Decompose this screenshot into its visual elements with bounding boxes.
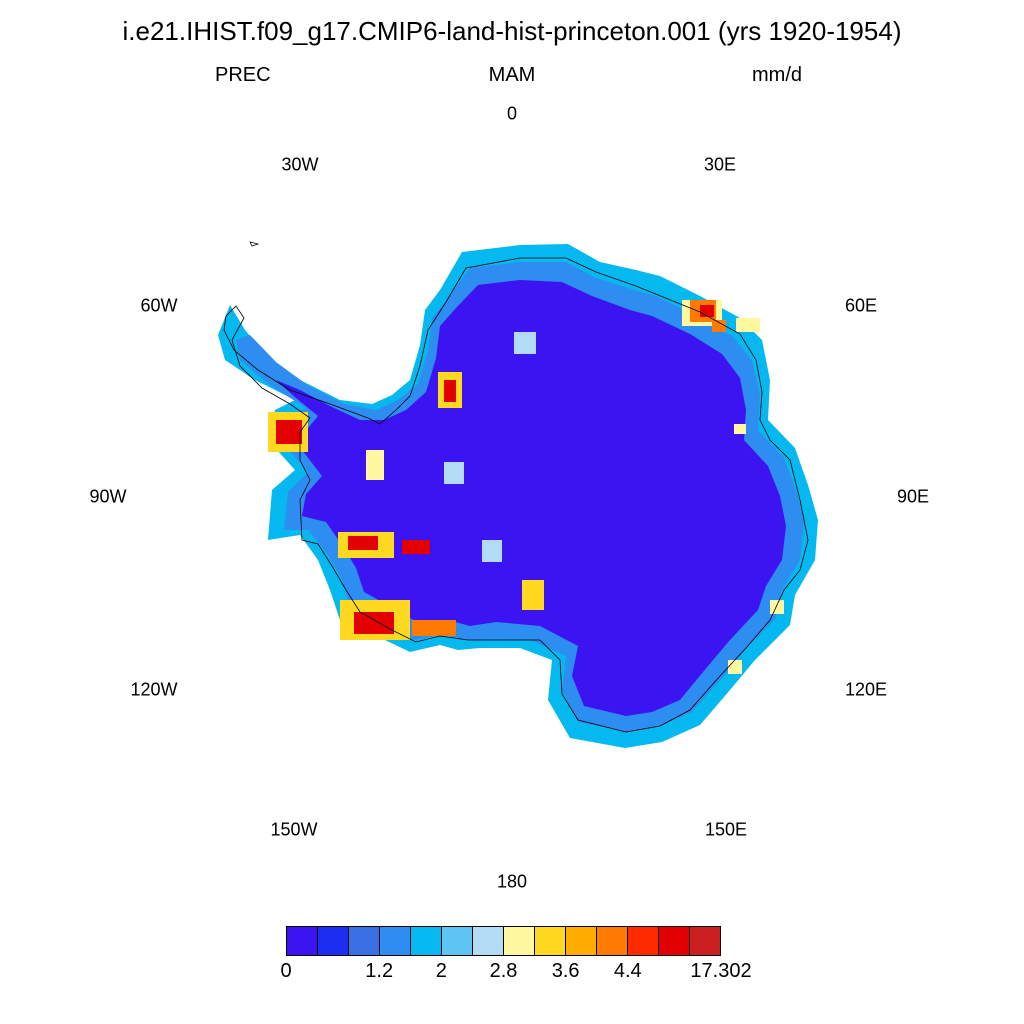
hotspot-light-center2 (482, 540, 502, 562)
lon-label-180: 180 (496, 871, 528, 892)
hotspot-orange-ross (412, 620, 456, 636)
hotspot-yellow-se2 (728, 660, 742, 674)
lon-label-60e: 60E (844, 295, 878, 316)
colorbar-tick-label: 1.2 (365, 960, 394, 982)
lon-label-30w: 30W (281, 154, 319, 175)
colorbar-swatch-9 (566, 927, 597, 955)
colorbar-tick-label: 0 (280, 960, 292, 982)
plot-title: i.e21.IHIST.f09_g17.CMIP6-land-hist-prin… (122, 16, 902, 46)
hotspot-red-sw2 (402, 540, 430, 554)
colorbar-swatch-0 (287, 927, 318, 955)
colorbar-swatch-4 (411, 927, 442, 955)
colorbar-tick-label: 17.302 (690, 960, 752, 982)
colorbar-swatch-12 (659, 927, 690, 955)
colorbar-swatch-11 (628, 927, 659, 955)
colorbar-tick-label: 3.6 (551, 960, 580, 982)
coastline-main (223, 257, 809, 733)
hotspot-yellow-se (770, 600, 784, 614)
lon-label-90e: 90E (896, 486, 930, 507)
colorbar (286, 926, 721, 956)
lon-label-120w: 120W (130, 679, 178, 700)
lon-label-90w: 90W (89, 486, 127, 507)
colorbar-swatch-7 (504, 927, 535, 955)
colorbar-swatch-5 (442, 927, 473, 955)
variable-label: PREC (215, 64, 271, 86)
hotspot-yellow-e (736, 318, 760, 332)
hotspot-light-center (444, 462, 464, 484)
colorbar-swatch-6 (473, 927, 504, 955)
colorbar-tick-label: 4.4 (613, 960, 642, 982)
lon-label-60w: 60W (140, 295, 178, 316)
colorbar-swatch-8 (535, 927, 566, 955)
hotspot-yellow-w (366, 450, 384, 480)
colorbar-tick-label: 2.8 (489, 960, 518, 982)
hotspot-red-sw (348, 536, 378, 550)
colorbar-swatch-10 (597, 927, 628, 955)
hotspot-orange-e (712, 320, 726, 332)
hotspot-red-ross (354, 612, 394, 634)
lon-label-150e: 150E (704, 819, 748, 840)
lon-label-120e: 120E (844, 679, 888, 700)
lon-label-0: 0 (506, 103, 518, 124)
hotspot-red-ne (700, 305, 714, 317)
hotspot-red-inland (444, 380, 456, 402)
hotspot-light-inland (514, 332, 536, 354)
hotspot-red-wpen (276, 420, 302, 444)
lon-label-150w: 150W (270, 819, 318, 840)
units-label: mm/d (752, 64, 802, 86)
lon-label-30e: 30E (703, 154, 737, 175)
colorbar-swatch-1 (318, 927, 349, 955)
season-label: MAM (488, 64, 536, 86)
colorbar-swatch-13 (690, 927, 720, 955)
coastline-island (249, 241, 260, 247)
colorbar-tick-label: 2 (435, 960, 447, 982)
hotspot-gold-center (522, 580, 544, 610)
colorbar-swatch-3 (380, 927, 411, 955)
hotspot-yellow-ne2 (734, 424, 746, 434)
coastlines (223, 241, 809, 733)
colorbar-swatch-2 (349, 927, 380, 955)
